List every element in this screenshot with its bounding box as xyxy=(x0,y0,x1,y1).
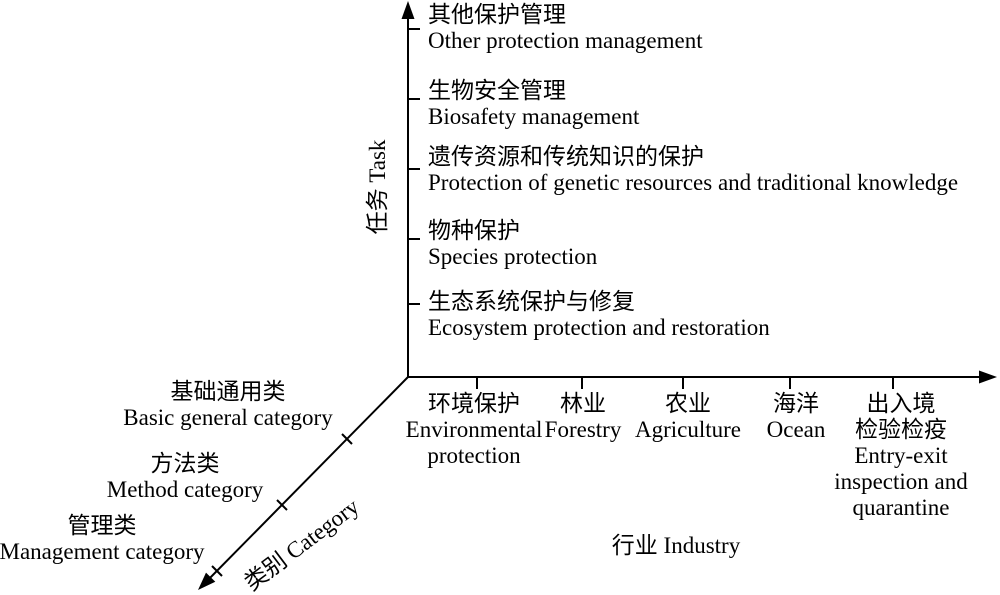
category-item-management: 管理类 Management category xyxy=(0,513,222,565)
task-item-en: Species protection xyxy=(428,244,598,269)
category-item-en: Method category xyxy=(106,477,264,502)
task-item-zh: 其他保护管理 xyxy=(428,2,566,27)
industry-item-en: Environmental protection xyxy=(405,417,543,468)
industry-item-entry-exit-inspection-quarantine: 出入境 检验检疫 Entry-exit inspection and quara… xyxy=(826,391,976,521)
task-item-zh: 生态系统保护与修复 xyxy=(428,289,635,314)
category-item-en: Management category xyxy=(0,539,205,564)
category-axis-arrowhead-icon xyxy=(198,572,216,590)
category-axis-tick xyxy=(211,565,223,577)
category-item-zh: 管理类 xyxy=(67,513,137,538)
task-item-en: Protection of genetic resources and trad… xyxy=(428,170,959,195)
category-item-en: Basic general category xyxy=(123,405,333,430)
industry-item-en: Entry-exit inspection and quarantine xyxy=(834,443,968,520)
industry-axis-arrowhead-icon xyxy=(979,370,997,384)
task-item-zh: 生物安全管理 xyxy=(428,78,566,103)
industry-item-zh: 海洋 xyxy=(773,391,819,416)
industry-item-en: Agriculture xyxy=(634,417,742,442)
task-item-species-protection: 物种保护 Species protection xyxy=(428,218,597,270)
industry-item-zh: 环境保护 xyxy=(428,391,520,416)
task-axis-title: 任务 Task xyxy=(365,139,390,235)
task-item-other-protection-management: 其他保护管理 Other protection management xyxy=(428,2,703,54)
category-axis-line xyxy=(203,376,409,585)
task-item-genetic-resources-protection: 遗传资源和传统知识的保护 Protection of genetic resou… xyxy=(428,144,958,196)
category-item-basic-general: 基础通用类 Basic general category xyxy=(108,379,348,431)
industry-item-en: Ocean xyxy=(766,417,826,442)
task-item-biosafety-management: 生物安全管理 Biosafety management xyxy=(428,78,639,130)
industry-item-environmental-protection: 环境保护 Environmental protection xyxy=(399,391,549,469)
category-item-method: 方法类 Method category xyxy=(65,451,305,503)
industry-item-forestry: 林业 Forestry xyxy=(545,391,622,443)
industry-item-zh-line1: 出入境 xyxy=(866,391,936,416)
task-item-en: Other protection management xyxy=(428,28,703,53)
category-item-zh: 方法类 xyxy=(150,451,220,476)
industry-item-agriculture: 农业 Agriculture xyxy=(635,391,741,443)
industry-item-ocean: 海洋 Ocean xyxy=(767,391,826,443)
category-axis-tick xyxy=(341,433,353,445)
task-item-zh: 遗传资源和传统知识的保护 xyxy=(428,144,704,169)
category-axis-tick xyxy=(276,499,288,511)
industry-item-zh: 农业 xyxy=(664,391,711,416)
industry-item-en: Forestry xyxy=(544,417,622,442)
industry-axis-title: 行业 Industry xyxy=(611,533,741,558)
task-item-ecosystem-protection-restoration: 生态系统保护与修复 Ecosystem protection and resto… xyxy=(428,289,770,341)
task-axis-arrowhead-icon xyxy=(401,1,415,19)
industry-item-zh: 林业 xyxy=(559,391,606,416)
category-item-zh: 基础通用类 xyxy=(170,379,286,404)
task-item-en: Ecosystem protection and restoration xyxy=(428,315,770,340)
task-item-en: Biosafety management xyxy=(428,104,640,129)
industry-item-zh-line2: 检验检疫 xyxy=(855,417,947,442)
task-item-zh: 物种保护 xyxy=(428,218,520,243)
